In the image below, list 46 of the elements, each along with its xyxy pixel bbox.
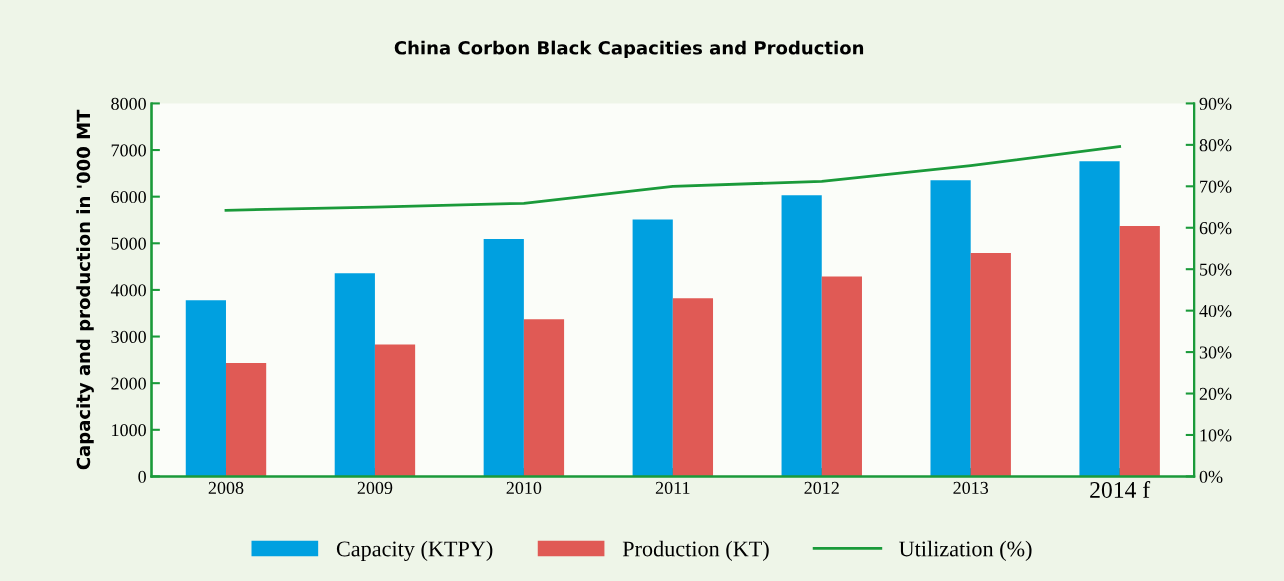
- y-tick-label: 1000: [112, 424, 146, 437]
- y-tick-label: 6000: [111, 190, 146, 204]
- x-tick-label: 2013: [953, 481, 989, 494]
- y-tick-label: 0: [138, 470, 146, 483]
- chart-title: China Corbon Black Capacities and Production: [394, 40, 864, 59]
- y-tick-label: 5000: [111, 237, 146, 250]
- y2-tick-label: 60%: [1199, 222, 1232, 235]
- bar: [374, 344, 416, 477]
- bar: [334, 273, 375, 477]
- y2-tick-label: 70%: [1200, 180, 1232, 193]
- bar: [970, 253, 1011, 477]
- bar: [781, 195, 822, 477]
- y2-tick-label: 10%: [1200, 429, 1232, 442]
- y-tick-label: 2000: [111, 377, 146, 390]
- legend-label: Utilization (%): [899, 540, 1032, 561]
- y2-tick-label: 50%: [1200, 263, 1232, 276]
- x-tick-label: 2012: [804, 481, 839, 494]
- x-tick-label: 2008: [208, 481, 244, 494]
- y2-tick-label: 80%: [1199, 139, 1232, 152]
- y-tick-label: 7000: [111, 144, 146, 157]
- y-axis-title: Capacity and production in '000 MT: [76, 109, 94, 470]
- y2-tick-label: 30%: [1199, 346, 1232, 359]
- x-tick-label: 2014 f: [1090, 481, 1151, 498]
- bar: [930, 180, 971, 477]
- y-tick-label: 4000: [110, 284, 146, 297]
- line-series: [224, 145, 1122, 212]
- y-tick-label: 3000: [111, 330, 146, 343]
- y-tick-label: 8000: [111, 97, 146, 110]
- bar: [225, 363, 267, 477]
- bar: [523, 319, 565, 477]
- legend-label: Production (KT): [622, 540, 769, 561]
- y2-tick-label: 20%: [1199, 387, 1232, 401]
- bar: [672, 298, 714, 477]
- x-tick-label: 2009: [357, 481, 393, 494]
- bar: [1079, 161, 1120, 477]
- bar: [821, 276, 862, 477]
- y2-tick-label: 40%: [1199, 304, 1232, 318]
- y2-tick-label: 90%: [1199, 97, 1232, 110]
- bar: [632, 219, 673, 477]
- y2-tick-label: 0%: [1199, 470, 1223, 483]
- bar: [1119, 226, 1160, 477]
- x-tick-label: 2010: [506, 481, 542, 494]
- bar: [185, 300, 226, 477]
- x-tick-label: 2011: [655, 481, 690, 494]
- legend-label: Capacity (KTPY): [336, 540, 493, 561]
- bar: [483, 239, 524, 477]
